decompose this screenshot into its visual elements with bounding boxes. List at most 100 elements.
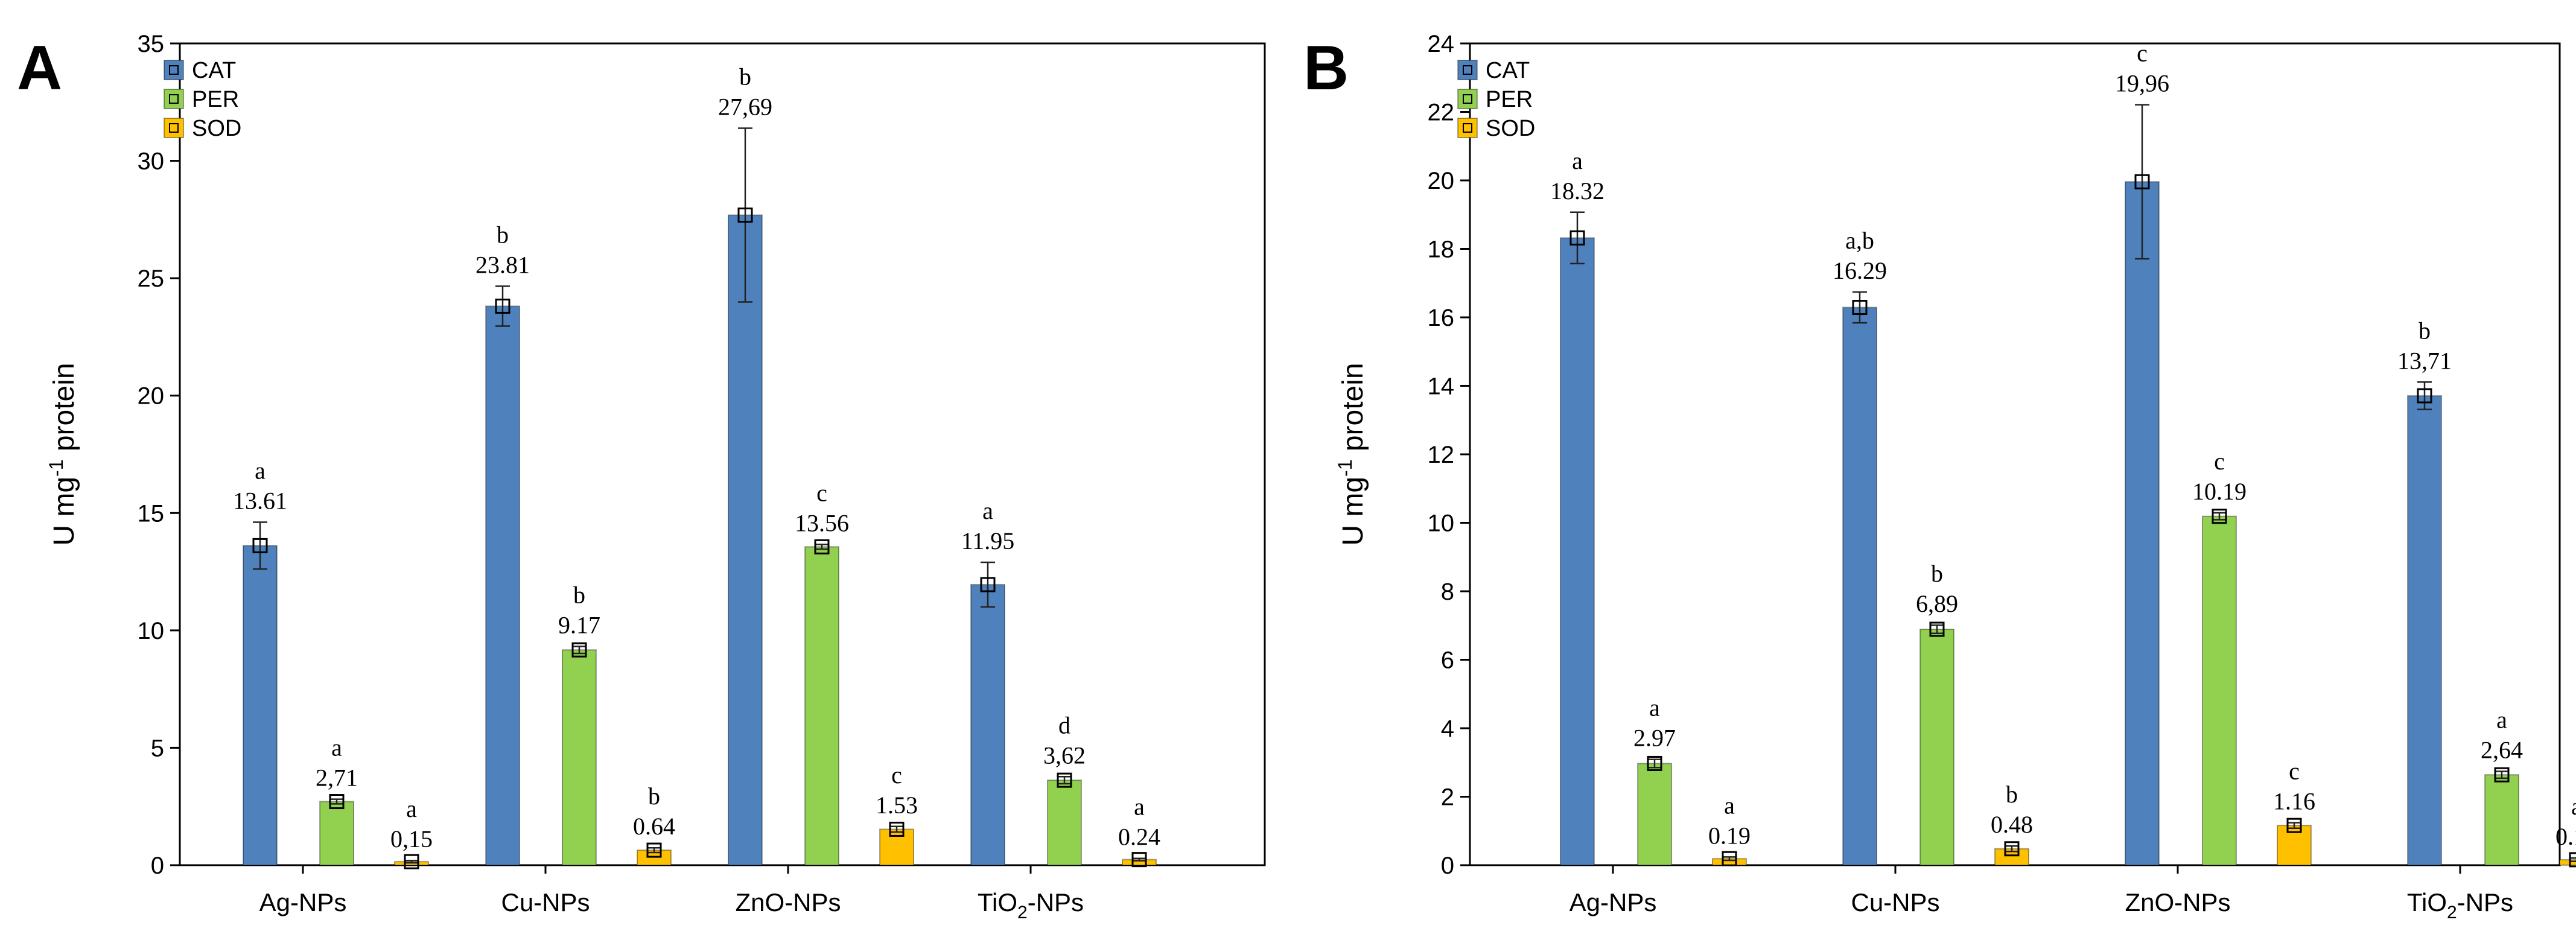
x-tick-label-main: Ag-NPs [1569, 888, 1657, 916]
significance-letter: a [1572, 147, 1583, 174]
mean-marker [1929, 621, 1945, 637]
y-axis-label-tail: protein [48, 363, 80, 459]
x-tick-label-sub: 2 [1017, 903, 1028, 923]
x-tick-label-main: TiO [2407, 888, 2447, 916]
data-label: 23.81 [475, 251, 530, 278]
legend-label-per: PER [1486, 87, 1533, 112]
bar-cat [243, 545, 278, 866]
mean-marker [571, 642, 587, 658]
x-tick-label: TiO2-NPs [978, 888, 1084, 923]
mean-marker [2569, 852, 2576, 868]
y-tick-label: 6 [1441, 647, 1454, 674]
significance-letter: b [739, 63, 751, 90]
data-label: 13,71 [2397, 347, 2452, 374]
data-label: 2,71 [316, 764, 358, 792]
bar-cat [2125, 181, 2160, 866]
y-tick-label: 4 [1441, 716, 1454, 742]
x-tick-label-main: ZnO-NPs [2125, 888, 2230, 916]
y-tick-label: 14 [1428, 373, 1455, 400]
mean-marker [1852, 300, 1868, 316]
bar-per [2202, 515, 2237, 866]
data-label: 1.16 [2273, 788, 2315, 815]
legend-marker [169, 94, 179, 104]
significance-letter: d [1058, 711, 1070, 738]
y-tick-label: 22 [1428, 100, 1455, 126]
mean-marker [889, 821, 905, 837]
mean-marker [2134, 174, 2150, 189]
data-label: 1.53 [876, 792, 918, 819]
significance-letter: b [648, 783, 660, 810]
significance-letter: c [816, 479, 827, 506]
bar-per [1919, 628, 1954, 866]
y-tick-label: 12 [1428, 442, 1455, 468]
panel-label: A [17, 33, 62, 103]
legend-label-sod: SOD [1486, 116, 1535, 141]
y-axis-label: U mg-1 protein [1334, 363, 1369, 545]
legend-swatch-sod [164, 118, 184, 138]
significance-letter: c [2289, 758, 2300, 785]
data-label: 0.64 [633, 813, 675, 840]
legend-label-cat: CAT [1486, 58, 1530, 83]
mean-marker [329, 794, 345, 810]
bar-cat [485, 305, 520, 866]
y-tick-label: 18 [1428, 237, 1455, 263]
y-axis-label-main: U mg [1337, 477, 1369, 546]
data-label: 6,89 [1916, 590, 1958, 617]
significance-letter: c [2137, 40, 2148, 67]
bar-cat [1842, 306, 1877, 866]
plot-frame [179, 42, 1266, 866]
chart-panel-a: A 0 5 10 15 20 25 30 35 U mg-1 protein Ag-NPs Cu-NP… [17, 31, 1266, 923]
significance-letter: c [2214, 448, 2225, 475]
mean-marker [2004, 841, 2020, 857]
data-label: 0.24 [1118, 824, 1160, 851]
significance-letter: a [1649, 694, 1660, 722]
x-tick-label: Ag-NPs [259, 888, 347, 916]
x-tick-label: ZnO-NPs [2125, 888, 2230, 916]
data-label: 2,64 [2481, 737, 2523, 764]
significance-letter: a [255, 457, 266, 484]
mean-marker [2417, 388, 2432, 404]
y-tick-label: 15 [138, 500, 165, 527]
data-label: 0,15 [390, 825, 433, 853]
data-label: 13.61 [233, 487, 287, 514]
y-tick-label: 16 [1428, 305, 1455, 331]
significance-letter: b [2006, 781, 2018, 808]
legend-marker [1463, 94, 1472, 104]
x-tick-label-main: Cu-NPs [1851, 888, 1939, 916]
y-tick-label: 10 [1428, 510, 1455, 537]
y-tick-label: 0 [1441, 853, 1454, 879]
mean-marker [2494, 767, 2510, 783]
significance-letter: a [1134, 793, 1145, 821]
x-tick-label-main: Ag-NPs [259, 888, 347, 916]
data-label: 19,96 [2115, 70, 2169, 97]
data-label: 0.19 [1708, 822, 1751, 849]
legend-swatch-sod [1457, 118, 1478, 138]
significance-letter: a [2571, 793, 2576, 820]
data-label: 27,69 [718, 93, 772, 120]
x-tick-label: Ag-NPs [1569, 888, 1657, 916]
x-tick-label-sub: 2 [2447, 903, 2457, 923]
bar-cat [1560, 237, 1595, 866]
y-tick-label: 10 [138, 618, 165, 644]
legend-swatch-cat [1457, 60, 1478, 80]
bar-cat [728, 214, 763, 866]
mean-marker [2286, 818, 2302, 833]
y-tick-label: 30 [138, 148, 165, 175]
significance-letter: b [1931, 560, 1943, 587]
mean-marker [495, 298, 510, 314]
y-tick-label: 20 [1428, 168, 1455, 194]
mean-marker [814, 539, 830, 554]
bar-sod [879, 828, 914, 866]
x-tick-label: ZnO-NPs [735, 888, 841, 916]
bar-cat [970, 583, 1005, 866]
bar-cat [2407, 395, 2442, 866]
significance-letter: a [406, 795, 417, 822]
bar-sod [2559, 859, 2576, 866]
bar-per [1637, 763, 1672, 866]
data-label: 11.95 [961, 527, 1015, 554]
data-label: 9.17 [558, 611, 600, 638]
legend-marker [1463, 123, 1472, 133]
significance-letter: a,b [1845, 227, 1874, 254]
x-tick-label: Cu-NPs [501, 888, 590, 916]
